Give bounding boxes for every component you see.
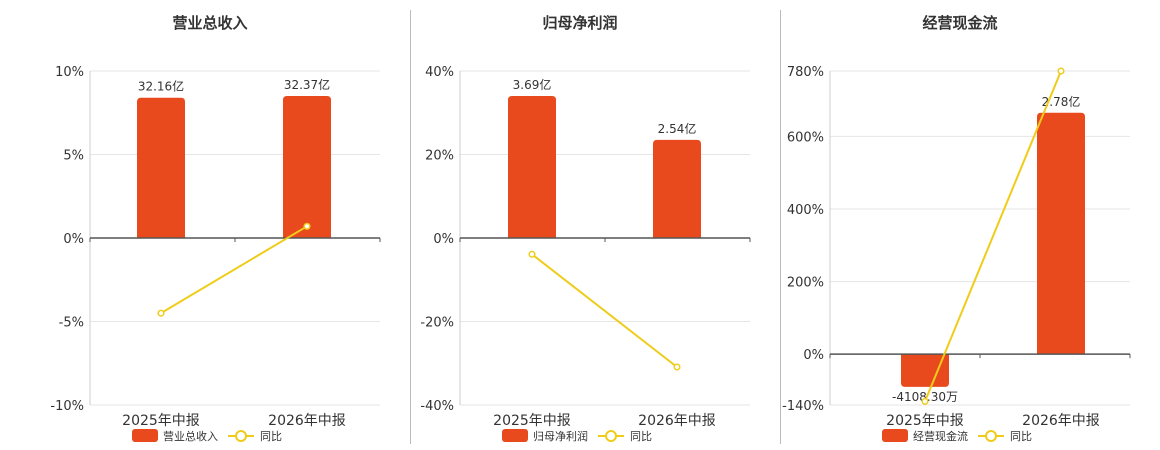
bar [653,139,701,238]
chart-title: 营业总收入 [172,14,247,32]
y-tick-label: -40% [420,399,454,414]
y-tick-label: 40% [425,65,454,80]
bar [508,96,556,238]
yoy-point [528,250,536,258]
bar-value-label: 32.37亿 [284,77,330,92]
bar [1037,112,1085,355]
bar-value-label: 3.69亿 [513,77,552,92]
y-tick-label: 20% [425,149,454,164]
y-tick-label: 0% [803,348,824,363]
yoy-point [303,222,311,230]
bar [283,96,331,238]
x-tick-label: 2026年中报 [268,413,346,429]
yoy-point [673,363,681,371]
legend-bar-label: 营业总收入 [163,429,218,443]
y-tick-label: 780% [787,65,824,80]
panel-divider [410,10,411,444]
x-tick-label: 2026年中报 [638,413,716,429]
y-tick-label: 200% [787,276,824,291]
yoy-point [1057,67,1065,75]
legend-bar-swatch [132,429,158,442]
bar [901,354,949,387]
chart-panel-2: 归母净利润 40% 20% 0% -20% -40% 3.69亿 2.54亿 2025年中报 20… [420,14,751,443]
yoy-line [160,225,308,315]
bar-value-label: 2.78亿 [1042,94,1081,109]
y-tick-label: -140% [782,399,824,414]
legend-line-label: 同比 [260,430,282,443]
y-tick-label: 600% [787,130,824,145]
x-tick-label: 2025年中报 [886,413,964,429]
legend-line-marker [605,430,617,442]
bar-value-label: 2.54亿 [658,121,697,136]
legend-bar-swatch [502,429,528,442]
yoy-point [157,309,165,317]
y-tick-label: 0% [433,232,454,247]
legend-line-label: 同比 [1010,430,1032,443]
chart-panel-1: 营业总收入 10% 5% 0% -5% -10% 32.16亿 32.37亿 2025年中报 20… [50,14,381,443]
x-tick-label: 2025年中报 [122,413,200,429]
legend-line-label: 同比 [630,430,652,443]
legend-line-marker [235,430,247,442]
bar-value-label: -4108.30万 [892,390,958,404]
legend-line-marker [985,430,997,442]
yoy-line [924,70,1062,402]
y-tick-label: 400% [787,203,824,218]
y-tick-label: -5% [59,316,84,331]
chart-title: 经营现金流 [922,14,997,32]
bar-value-label: 32.16亿 [138,79,184,94]
chart-panel-3: 经营现金流 780% 600% 400% 200% 0% -140% -4108.30万 2.7… [782,14,1131,443]
y-tick-label: -10% [50,399,84,414]
legend-bar-swatch [882,429,908,442]
chart-title: 归母净利润 [542,14,617,32]
x-tick-label: 2025年中报 [493,413,571,429]
y-tick-label: 0% [63,232,84,247]
legend-bar-label: 经营现金流 [913,429,968,443]
y-tick-label: 5% [63,149,84,164]
panel-divider [780,10,781,444]
legend-bar-label: 归母净利润 [533,429,588,443]
yoy-line [531,253,678,368]
y-tick-label: 10% [55,65,84,80]
yoy-point [921,397,929,405]
x-tick-label: 2026年中报 [1022,413,1100,429]
y-tick-label: -20% [420,316,454,331]
bar [137,97,185,238]
